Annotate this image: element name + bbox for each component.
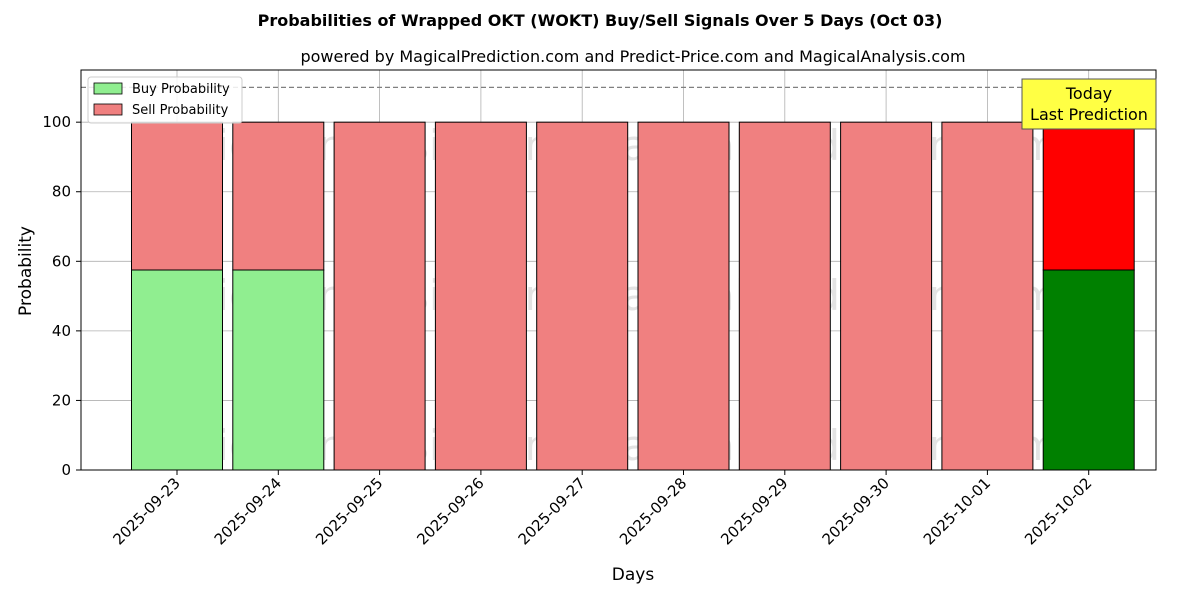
x-tick-label: 2025-09-27 — [515, 474, 589, 548]
bar-buy-probability — [232, 269, 325, 471]
x-tick-label: 2025-10-01 — [920, 474, 994, 548]
bar-sell-probability — [840, 121, 933, 471]
legend-swatch-sell — [93, 103, 123, 116]
bar-sell-probability — [131, 121, 223, 271]
today-annotation-line2: Last Prediction — [1030, 105, 1148, 124]
bars-layer — [131, 121, 1135, 471]
x-tick-label: 2025-09-26 — [413, 474, 487, 548]
x-tick-label: 2025-09-29 — [717, 474, 791, 548]
bar-sell-probability — [941, 121, 1034, 471]
y-tick-label: 40 — [52, 322, 71, 340]
plot-area: MagicalAnalysis.comMagicalPrediction.com… — [80, 69, 1157, 471]
x-tick-label: 2025-09-28 — [616, 474, 690, 548]
y-tick-label: 0 — [61, 461, 71, 479]
legend-label-buy: Buy Probability — [132, 82, 230, 97]
bar-sell-probability — [738, 121, 831, 471]
bar-sell-probability — [1042, 121, 1135, 271]
bar-sell-probability — [232, 121, 325, 271]
x-tick-label: 2025-10-02 — [1021, 474, 1095, 548]
legend-label-sell: Sell Probability — [132, 103, 229, 118]
chart-title: Probabilities of Wrapped OKT (WOKT) Buy/… — [258, 11, 943, 30]
bar-sell-probability — [434, 121, 527, 471]
x-tick-label: 2025-09-23 — [109, 474, 183, 548]
legend-swatch-buy — [93, 82, 123, 95]
y-tick-label: 80 — [52, 183, 71, 201]
bar-sell-probability — [637, 121, 730, 471]
y-tick-label: 100 — [42, 113, 71, 131]
y-tick-label: 60 — [52, 252, 71, 270]
legend-box — [87, 76, 243, 124]
plot-frame — [80, 69, 1157, 471]
today-annotation-box — [1021, 78, 1157, 130]
legend: Buy Probability Sell Probability — [87, 76, 243, 124]
x-tick-label: 2025-09-25 — [312, 474, 386, 548]
x-axis-label: Days — [612, 565, 655, 585]
y-axis-label: Probability — [16, 226, 36, 316]
today-annotation-line1: Today — [1065, 84, 1112, 103]
today-annotation: Today Last Prediction — [1021, 78, 1157, 130]
x-tick-label: 2025-09-24 — [211, 474, 285, 548]
bar-sell-probability — [333, 121, 426, 471]
x-tick-label: 2025-09-30 — [819, 474, 893, 548]
bar-sell-probability — [536, 121, 629, 471]
y-tick-label: 20 — [52, 391, 71, 409]
bar-buy-probability — [1042, 269, 1135, 471]
chart-subtitle: powered by MagicalPrediction.com and Pre… — [300, 47, 965, 66]
bar-buy-probability — [131, 269, 223, 471]
